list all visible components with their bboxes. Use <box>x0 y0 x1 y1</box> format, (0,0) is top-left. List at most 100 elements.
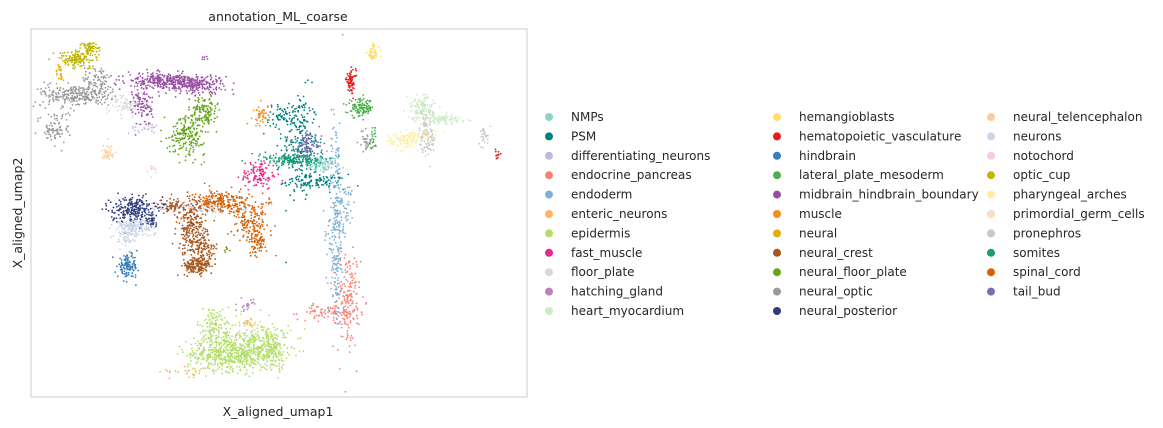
point-cluster <box>344 66 358 100</box>
point-cluster <box>160 106 209 166</box>
point-cluster <box>95 87 165 120</box>
legend-label: neural <box>799 226 837 240</box>
legend-item: neural_optic <box>773 285 873 299</box>
legend-marker <box>987 268 995 277</box>
legend-marker <box>773 307 781 315</box>
legend-marker <box>773 268 781 277</box>
legend-marker <box>773 229 781 238</box>
legend-marker <box>545 171 553 180</box>
legend-label: pronephros <box>1013 226 1081 240</box>
point-cluster <box>210 309 306 372</box>
point-cluster <box>418 104 436 168</box>
point-cluster <box>166 365 205 380</box>
point-cluster <box>201 55 209 61</box>
point-cluster <box>245 230 267 258</box>
legend-item: hematopoietic_vasculature <box>773 129 961 143</box>
legend-label: hematopoietic_vasculature <box>799 129 961 143</box>
legend-marker <box>545 307 553 315</box>
point-cluster <box>55 63 65 91</box>
point-cluster <box>365 42 382 61</box>
point-cluster <box>494 148 502 160</box>
legend-item: floor_plate <box>545 265 635 279</box>
legend-marker <box>545 132 553 141</box>
series-neurons <box>109 216 157 253</box>
legend-marker <box>545 151 553 160</box>
point-cluster <box>111 249 140 287</box>
point-cluster <box>246 99 275 127</box>
point-cluster <box>48 48 101 70</box>
series-endoderm <box>322 33 355 370</box>
legend-marker <box>987 132 995 141</box>
legend-label: pharyngeal_arches <box>1013 188 1127 202</box>
legend-marker <box>545 287 553 296</box>
legend-label: PSM <box>571 129 596 143</box>
legend-marker <box>987 210 995 218</box>
legend-item: somites <box>987 246 1060 260</box>
legend-label: NMPs <box>571 110 604 124</box>
series-hatching-gland <box>235 297 256 313</box>
legend-item: tail_bud <box>987 285 1061 299</box>
point-cluster <box>101 138 117 161</box>
legend-label: floor_plate <box>571 265 635 279</box>
series-neural-telencephalon <box>101 138 117 161</box>
y-axis-label: X_aligned_umap2 <box>10 158 25 269</box>
legend-label: endoderm <box>571 188 632 202</box>
legend-item: heart_myocardium <box>545 304 684 318</box>
series-fast-muscle <box>237 160 284 191</box>
series-lateral-plate-mesoderm <box>342 94 377 150</box>
series-muscle <box>246 99 275 127</box>
point-cluster <box>294 124 326 159</box>
legend-item: fast_muscle <box>545 246 642 260</box>
series-spinal-cord <box>182 182 277 258</box>
point-cluster <box>478 125 492 149</box>
legend-label: enteric_neurons <box>571 207 667 221</box>
legend-marker <box>773 287 781 296</box>
point-cluster <box>81 67 114 105</box>
legend-marker <box>987 287 995 296</box>
series-neural-posterior <box>101 192 166 234</box>
point-cluster <box>237 160 284 191</box>
legend-item: optic_cup <box>987 168 1070 182</box>
legend-item: lateral_plate_mesoderm <box>773 168 944 182</box>
legend-marker <box>987 151 995 160</box>
legend-item: spinal_cord <box>987 265 1081 279</box>
series-hindbrain <box>111 249 140 287</box>
series-endocrine-pancreas <box>293 246 368 393</box>
legend-item: primordial_germ_cells <box>987 207 1145 221</box>
point-cluster <box>356 127 374 153</box>
legend-marker <box>773 171 781 180</box>
series-heart-myocardium <box>403 93 472 126</box>
legend-marker <box>545 190 553 199</box>
series-somites <box>241 146 340 170</box>
legend-item: endoderm <box>545 188 632 202</box>
legend-label: endocrine_pancreas <box>571 168 692 182</box>
legend-label: neural_crest <box>799 246 873 260</box>
legend-label: primordial_germ_cells <box>1013 207 1145 221</box>
legend-item: midbrain_hindbrain_boundary <box>773 188 979 202</box>
point-cluster <box>241 146 340 170</box>
point-cluster <box>192 306 241 362</box>
point-cluster <box>79 42 101 53</box>
scatter-points <box>32 33 502 393</box>
point-cluster <box>223 247 231 254</box>
legend-marker <box>773 190 781 199</box>
point-cluster <box>127 120 158 135</box>
chart-title: annotation_ML_coarse <box>208 9 348 24</box>
series-neural-optic <box>32 67 374 153</box>
series-PSM <box>262 79 359 264</box>
point-cluster <box>159 332 305 379</box>
legend-label: fast_muscle <box>571 246 642 260</box>
legend-marker <box>773 210 781 218</box>
point-cluster <box>385 131 420 153</box>
legend-item: hatching_gland <box>545 285 663 299</box>
legend-item: hemangioblasts <box>773 110 894 124</box>
legend-marker <box>773 151 781 160</box>
legend-marker <box>987 190 995 199</box>
point-cluster <box>176 257 217 278</box>
series-epidermis <box>159 306 306 379</box>
point-cluster <box>259 334 285 373</box>
legend-label: optic_cup <box>1013 168 1070 182</box>
point-cluster <box>32 76 117 112</box>
legend-item: hindbrain <box>773 149 856 163</box>
